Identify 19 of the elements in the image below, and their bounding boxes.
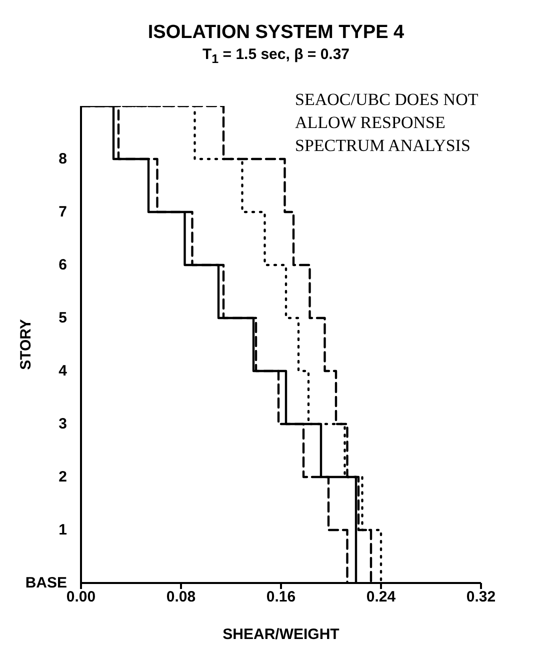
x-tick-label: 0.08 [166,588,196,606]
y-tick-label: 1 [58,522,67,538]
chart-title: ISOLATION SYSTEM TYPE 4 [146,21,406,44]
y-tick-label: 5 [58,310,67,326]
y-tick-label: BASE [25,574,67,592]
annotation: SEAOC/UBC DOES NOT ALLOW RESPONSE SPECTRUM ANALYSIS [295,89,479,157]
x-tick-label: 0.24 [366,588,396,606]
y-tick-label: 4 [58,362,68,380]
y-tick-label: 2 [58,468,67,486]
x-axis-title: SHEAR/WEIGHT [222,626,340,643]
x-tick-label: 0.32 [466,588,496,606]
y-tick-label: 6 [58,256,67,274]
y-tick-label: 7 [58,204,67,220]
y-tick-label: 3 [58,416,67,432]
y-axis-title: STORY [17,319,34,370]
chart-subtitle: T$_{1}$ = 1.5 sec, β = 0.37 [201,46,351,66]
y-tick-label: 8 [58,150,67,168]
x-tick-label: 0.16 [266,588,296,606]
x-tick-label: 0.00 [66,588,96,606]
